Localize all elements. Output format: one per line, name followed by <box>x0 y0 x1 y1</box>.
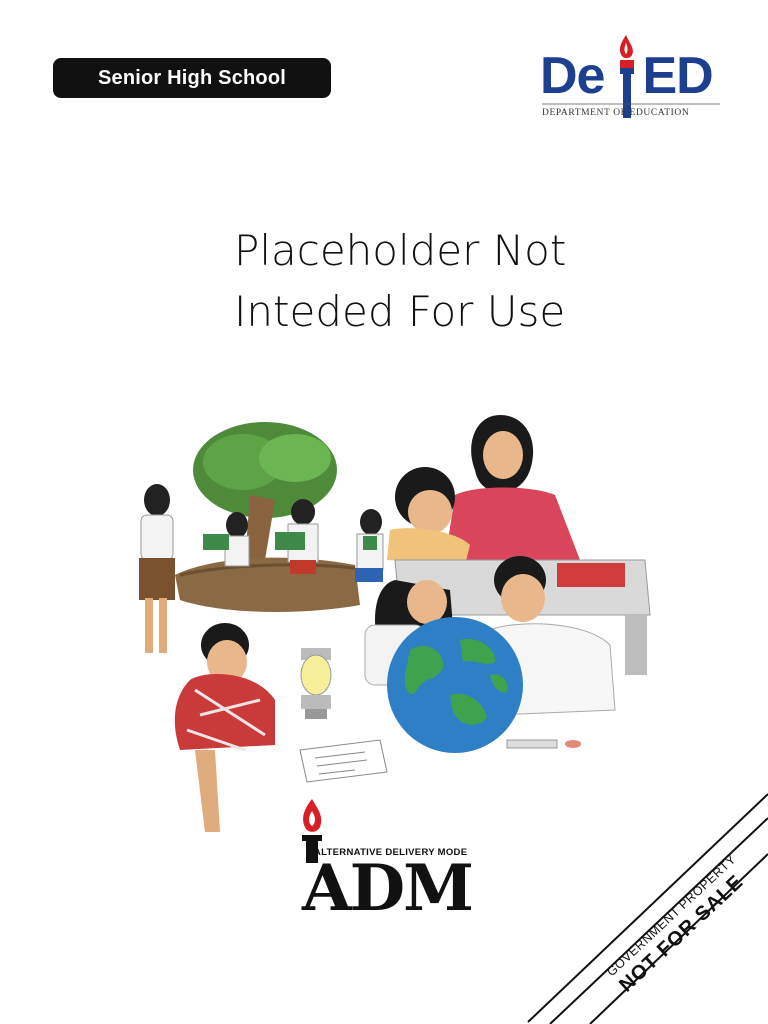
title-line-2: Inteded For Use <box>234 287 566 336</box>
deped-subtitle: DEPARTMENT OF EDUCATION <box>542 108 690 118</box>
adm-wordmark: ADM <box>302 851 474 926</box>
students-illustration <box>139 415 651 832</box>
adm-subtitle: ALTERNATIVE DELIVERY MODE <box>314 847 468 858</box>
torch-icon <box>542 35 720 118</box>
not-for-sale-band: GOVERNMENT PROPERTY NOT FOR SALE <box>527 793 768 1024</box>
page-title: Placeholder Not Inteded For Use <box>234 220 654 342</box>
adm-logo: ALTERNATIVE DELIVERY MODE ADM <box>292 795 474 926</box>
level-badge: Senior High School <box>53 58 331 98</box>
level-label: Senior High School <box>97 66 287 89</box>
title-line-1: Placeholder Not <box>234 226 567 275</box>
deped-logo: De ED DEPARTMENT OF EDUCATION <box>540 30 722 125</box>
government-property-text: GOVERNMENT PROPERTY <box>604 852 739 979</box>
deped-wordmark: De ED <box>540 47 714 105</box>
flame-icon <box>302 799 322 863</box>
not-for-sale-text: NOT FOR SALE <box>615 871 748 997</box>
